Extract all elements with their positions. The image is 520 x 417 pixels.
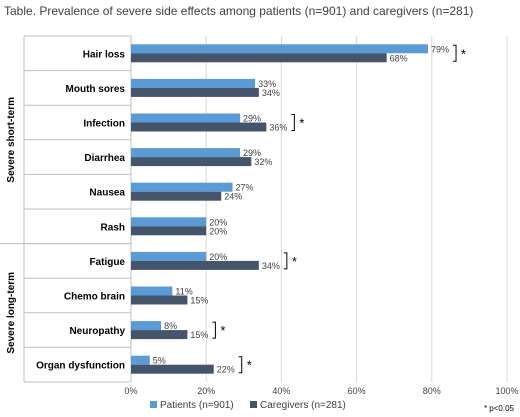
significance-marker: *	[461, 46, 466, 61]
significance-marker: *	[299, 116, 304, 131]
data-label: 34%	[262, 88, 280, 98]
significance-marker: *	[292, 254, 297, 269]
bar-caregivers-n-281-neuropathy	[131, 330, 188, 340]
bar-caregivers-n-281-infection	[131, 122, 267, 132]
x-tick-label: 60%	[348, 386, 366, 396]
bar-caregivers-n-281-organ-dysfunction	[131, 364, 214, 374]
x-tick-label: 0%	[124, 386, 137, 396]
data-label: 68%	[390, 53, 408, 63]
category-label-rash: Rash	[101, 222, 125, 233]
significance-marker: *	[247, 358, 252, 373]
bar-patients-n-901-infection	[131, 113, 241, 123]
data-label: 22%	[217, 365, 235, 375]
data-label: 29%	[243, 114, 261, 124]
bar-caregivers-n-281-mouth-sores	[131, 87, 259, 97]
bar-patients-n-901-organ-dysfunction	[131, 355, 150, 365]
legend-label: Caregivers (n=281)	[260, 400, 346, 411]
category-label-hair-loss: Hair loss	[83, 49, 126, 60]
significance-bracket	[212, 321, 216, 339]
bar-patients-n-901-mouth-sores	[131, 78, 256, 88]
category-label-neuropathy: Neuropathy	[69, 326, 125, 337]
data-label: 29%	[243, 148, 261, 158]
bar-patients-n-901-neuropathy	[131, 321, 162, 331]
bar-caregivers-n-281-fatigue	[131, 260, 259, 270]
bar-patients-n-901-fatigue	[131, 251, 207, 261]
bar-caregivers-n-281-hair-loss	[131, 53, 387, 63]
data-label: 79%	[431, 44, 449, 54]
legend-swatch-patients-n-901	[150, 401, 157, 408]
significance-footnote: * p<0.05	[483, 404, 514, 413]
x-tick-label: 80%	[423, 386, 441, 396]
bar-caregivers-n-281-nausea	[131, 191, 222, 201]
data-label: 20%	[209, 252, 227, 262]
x-tick-label: 100%	[495, 386, 518, 396]
bar-caregivers-n-281-chemo-brain	[131, 295, 188, 305]
category-label-nausea: Nausea	[89, 188, 125, 199]
data-label: 15%	[190, 296, 208, 306]
data-label: 33%	[258, 79, 276, 89]
group-label-severe-long-term: Severe long-term	[6, 272, 17, 354]
x-tick-label: 40%	[272, 386, 290, 396]
data-label: 11%	[175, 287, 192, 297]
bar-patients-n-901-nausea	[131, 182, 233, 192]
significance-bracket	[453, 44, 457, 62]
significance-bracket	[238, 356, 243, 374]
x-tick-label: 20%	[197, 386, 215, 396]
bar-patients-n-901-chemo-brain	[131, 286, 173, 296]
category-label-infection: Infection	[83, 119, 125, 130]
data-label: 8%	[164, 321, 177, 331]
data-label: 36%	[269, 123, 287, 133]
legend-swatch-caregivers-n-281	[250, 401, 257, 408]
data-label: 15%	[190, 330, 208, 340]
bar-caregivers-n-281-diarrhea	[131, 157, 252, 167]
bar-caregivers-n-281-rash	[131, 226, 207, 236]
data-label: 24%	[224, 192, 242, 202]
category-label-diarrhea: Diarrhea	[84, 153, 125, 164]
data-label: 34%	[262, 261, 280, 271]
significance-bracket	[283, 252, 288, 270]
data-label: 20%	[209, 217, 227, 227]
chart-title: Table. Prevalence of severe side effects…	[4, 4, 474, 18]
data-label: 5%	[153, 356, 166, 366]
group-label-severe-short-term: Severe short-term	[6, 97, 17, 183]
bar-patients-n-901-diarrhea	[131, 148, 241, 158]
bar-patients-n-901-hair-loss	[131, 44, 429, 54]
category-label-chemo-brain: Chemo brain	[64, 292, 125, 303]
data-label: 27%	[236, 183, 254, 193]
data-label: 32%	[254, 157, 272, 167]
significance-bracket	[291, 114, 295, 131]
bar-patients-n-901-rash	[131, 217, 207, 227]
category-label-mouth-sores: Mouth sores	[66, 84, 126, 95]
significance-marker: *	[220, 323, 225, 338]
data-label: 20%	[209, 226, 227, 236]
category-label-organ-dysfunction: Organ dysfunction	[36, 361, 125, 372]
category-label-fatigue: Fatigue	[89, 257, 125, 268]
legend-label: Patients (n=901)	[160, 400, 234, 411]
